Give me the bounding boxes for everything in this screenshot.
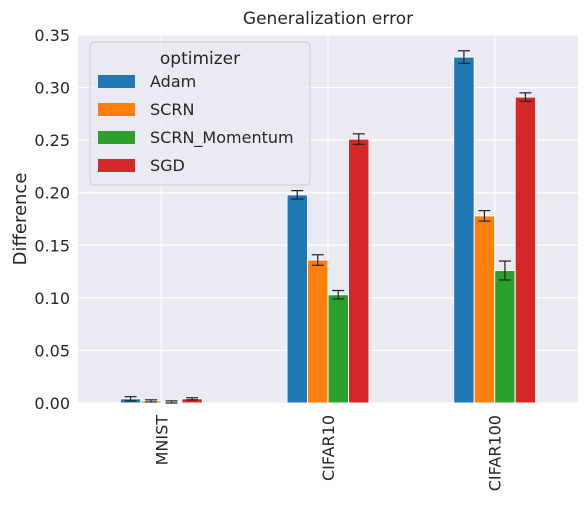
bar [515,97,536,403]
legend-swatch [98,103,135,116]
y-axis-label: Difference [10,173,31,266]
legend-label: SGD [150,156,185,175]
legend: optimizer Adam SCRN SCRN_Momentum SGD [90,42,310,185]
y-tick-labels: 0.00 0.05 0.10 0.15 0.20 0.25 0.30 0.35 [34,26,70,413]
bar [349,139,370,403]
legend-title: optimizer [160,49,240,69]
x-tick-labels: MNIST CIFAR10 CIFAR100 [152,415,504,491]
y-tick-label: 0.20 [34,184,70,203]
legend-label: SCRN_Momentum [150,128,294,148]
bar [454,57,475,403]
bar [495,271,515,403]
bar [328,295,349,403]
y-tick-label: 0.00 [34,394,70,413]
x-tick-label: CIFAR100 [486,415,505,491]
bar [308,260,329,403]
legend-swatch [98,131,135,144]
legend-label: Adam [150,72,196,91]
y-tick-label: 0.05 [34,341,70,360]
legend-swatch [98,75,135,88]
y-tick-label: 0.10 [34,289,70,308]
y-tick-label: 0.25 [34,131,70,150]
y-tick-label: 0.30 [34,79,70,98]
bar [287,195,308,403]
legend-swatch [98,159,135,172]
y-tick-label: 0.35 [34,26,70,45]
legend-label: SCRN [150,100,194,119]
x-tick-label: CIFAR10 [319,415,338,481]
bar [474,216,495,403]
y-tick-label: 0.15 [34,236,70,255]
chart-title: Generalization error [243,9,413,29]
x-tick-label: MNIST [152,415,171,466]
